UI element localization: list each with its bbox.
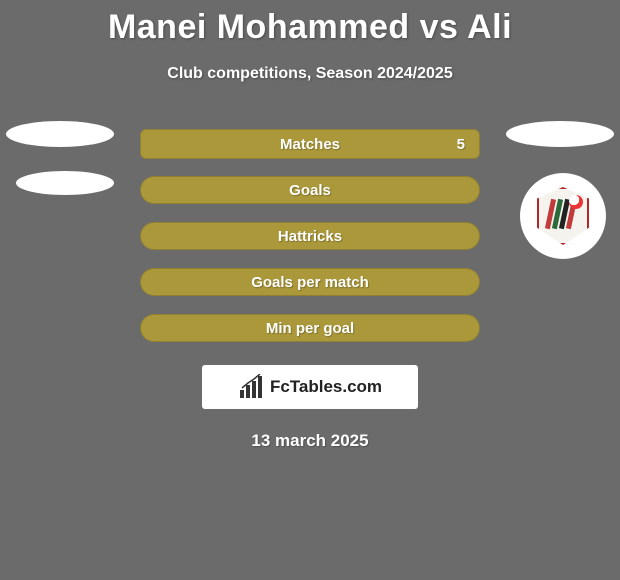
stat-bar: Goals [140, 176, 480, 204]
brand-box: FcTables.com [202, 365, 418, 409]
brand-text: FcTables.com [270, 377, 382, 397]
chart-icon [238, 374, 264, 400]
page-title: Manei Mohammed vs Ali [0, 0, 620, 47]
stat-label: Min per goal [266, 320, 354, 337]
stat-bar: Min per goal [140, 314, 480, 342]
stat-label: Hattricks [278, 228, 342, 245]
stat-value-right: 5 [457, 136, 465, 153]
stat-bar: Matches 5 [140, 129, 480, 159]
stat-row: Goals per match [0, 259, 620, 305]
stat-label: Matches [280, 136, 340, 153]
stat-label: Goals [289, 182, 331, 199]
stats-area: Matches 5 Goals Hattricks Goals per match Min… [0, 121, 620, 451]
date-text: 13 march 2025 [0, 431, 620, 451]
stat-row: Min per goal [0, 305, 620, 351]
stat-row: Goals [0, 167, 620, 213]
stat-bar: Hattricks [140, 222, 480, 250]
stat-row: Hattricks [0, 213, 620, 259]
stat-row: Matches 5 [0, 121, 620, 167]
stat-rows: Matches 5 Goals Hattricks Goals per match Min… [0, 121, 620, 351]
stat-label: Goals per match [251, 274, 369, 291]
page-subtitle: Club competitions, Season 2024/2025 [0, 65, 620, 83]
stat-bar: Goals per match [140, 268, 480, 296]
